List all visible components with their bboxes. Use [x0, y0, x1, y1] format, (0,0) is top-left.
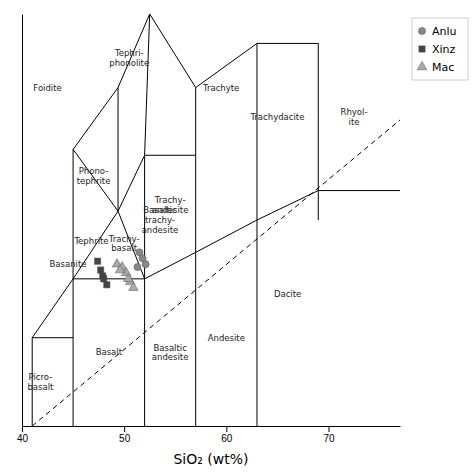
x-tick-label: 50: [119, 433, 131, 444]
point: [123, 273, 133, 281]
field-label: Basanite: [49, 259, 86, 269]
plot: 40 50 60 70 Foidite Tephri-phonolite Trachyte P…: [17, 14, 401, 444]
legend-symbol: [417, 61, 427, 69]
field-label-line: ite: [349, 117, 360, 127]
legend-label: Xinz: [432, 43, 456, 56]
point: [98, 267, 104, 273]
field-label-line: andesite: [152, 352, 189, 362]
x-tick-mark: [328, 426, 329, 432]
legend-symbol: [419, 46, 425, 52]
legend: Anlu Xinz Mac: [412, 18, 468, 80]
chart: 40 50 60 70 Foidite Tephri-phonolite Trachyte P…: [0, 0, 474, 474]
field-label-line: Tephrite: [73, 236, 108, 246]
field-label-line: basalt: [111, 243, 138, 253]
legend-item: Anlu: [418, 25, 456, 38]
field-label: Tephri-phonolite: [109, 48, 149, 68]
field-label: Basalt: [96, 347, 123, 357]
x-axis-title: SiO₂ (wt%): [173, 451, 248, 467]
x-axis: 40 50 60 70: [17, 426, 401, 444]
field-label-line: Trachyte: [202, 83, 239, 93]
legend-label: Mac: [432, 61, 454, 74]
x-tick-mark: [124, 426, 125, 432]
field-label-line: andesite: [142, 225, 179, 235]
field-label: Picro-basalt: [27, 372, 54, 392]
legend-item: Mac: [417, 61, 454, 74]
field-label-line: Basalt: [96, 347, 123, 357]
point: [104, 282, 110, 288]
x-tick-label: 60: [221, 433, 233, 444]
y-axis: [22, 15, 23, 427]
field-label-line: Basanite: [49, 259, 86, 269]
field-label-line: Tephri-: [114, 48, 144, 58]
y-axis-line: [22, 15, 23, 427]
field-label-line: Trachydacite: [249, 112, 304, 122]
field-label-line: Trachy-: [108, 234, 140, 244]
x-tick-mark: [226, 426, 227, 432]
dashed-line: [32, 120, 400, 426]
field-label: Andesite: [208, 333, 245, 343]
field-label-line: Foidite: [33, 83, 61, 93]
field-label-line: Rhyol-: [341, 107, 368, 117]
point: [115, 264, 125, 272]
point: [134, 264, 141, 271]
x-tick: 70: [323, 426, 335, 444]
x-tick-label: 40: [17, 433, 29, 444]
annotations: Foidite Tephri-phonolite Trachyte Phono-tep…: [27, 48, 367, 391]
boundary-line: [32, 14, 400, 426]
points: [94, 249, 149, 291]
field-label-line: Basaltic: [153, 343, 187, 353]
point: [94, 258, 100, 264]
field-label: Trachyte: [202, 83, 239, 93]
field-label-line: Trachy-: [154, 195, 186, 205]
x-tick: 50: [119, 426, 131, 444]
field-label-line: Dacite: [274, 289, 301, 299]
field-label-line: basalt: [27, 382, 54, 392]
field-label: Trachydacite: [249, 112, 304, 122]
field-label-line: Basaltic: [143, 205, 177, 215]
legend-label: Anlu: [432, 25, 457, 38]
field-label: Tephrite: [73, 236, 108, 246]
field-label: Trachy-basalt: [108, 234, 140, 254]
x-tick: 60: [221, 426, 233, 444]
field-label-line: trachy-: [145, 215, 175, 225]
x-tick-mark: [22, 426, 23, 432]
field-label-line: phonolite: [109, 58, 149, 68]
legend-symbol: [418, 27, 425, 34]
point: [100, 273, 106, 279]
point: [142, 261, 149, 268]
x-tick-label: 70: [323, 433, 335, 444]
field-label: Foidite: [33, 83, 61, 93]
field-label: Dacite: [274, 289, 301, 299]
marks: [32, 14, 400, 426]
x-tick: 40: [17, 426, 29, 444]
legend-frame: [412, 18, 468, 80]
field-label: Rhyol-ite: [341, 107, 368, 127]
field-label: Basalticandesite: [152, 343, 189, 363]
x-axis-line: [23, 426, 401, 427]
legend-item: Xinz: [419, 43, 456, 56]
field-label: Phono-tephrite: [77, 166, 111, 186]
field-label-line: Phono-: [79, 166, 109, 176]
field-label-line: Picro-: [29, 372, 53, 382]
field-label-line: Andesite: [208, 333, 245, 343]
field-label-line: tephrite: [77, 176, 111, 186]
field-label: Basaltictrachy-andesite: [142, 205, 179, 235]
point: [129, 282, 139, 290]
